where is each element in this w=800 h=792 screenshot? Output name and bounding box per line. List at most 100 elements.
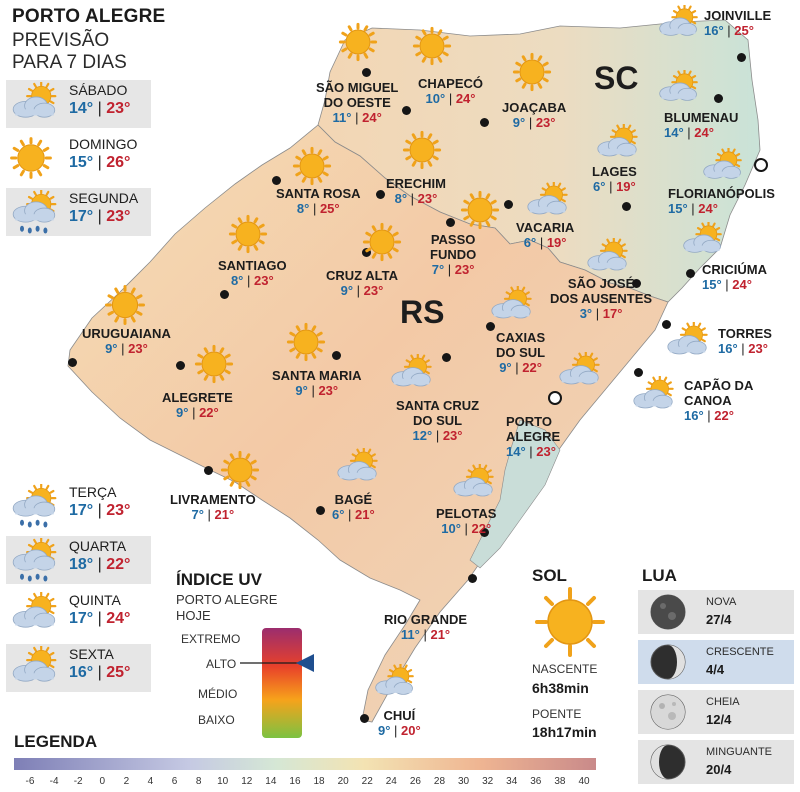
city-marker-bage [316,506,325,515]
forecast-day-bottom-2: QUINTA 17° | 24° [6,590,151,638]
city-marker-santa-maria [332,351,341,360]
temp-min: 3° [579,306,593,321]
temp-max: 23° [254,273,274,288]
temp-min: 9° [295,383,308,398]
city-marker-santa-cruz-do-sul [442,353,451,362]
legend-tick-label: 40 [578,776,590,787]
city-name: ERECHIM [386,176,446,191]
temp-min: 17° [69,502,94,519]
temp-max: 23° [363,283,384,298]
city-name: BLUMENAU [664,110,739,125]
city-temperature: 10° | 24° [425,91,476,106]
temp-min: 16° [69,664,94,681]
city-name: SANTIAGO [218,258,287,273]
sun-cloud-icon [524,180,572,227]
city-marker-criciuma [686,269,695,278]
uv-level-medium: MÉDIO [198,687,238,701]
day-temperature: 17° | 24° [69,610,131,627]
temp-max: 24° [362,110,382,125]
city-name: LIVRAMENTO [170,492,256,507]
city-name: CAPÃO DA CANOA [684,378,754,408]
city-name: PELOTAS [436,506,497,521]
sunrise-label: NASCENTE [532,662,598,676]
city-marker-erechim [376,190,385,199]
temp-max: 21° [214,507,235,522]
forecast-day-bottom-1: QUARTA 18° | 22° [6,536,151,584]
city-name: SANTA CRUZ DO SUL [396,398,480,428]
city-marker-florianopolis [754,158,768,172]
moon-phase-date: 20/4 [706,762,732,777]
temp-max: 25° [319,201,340,216]
city-temperature: 16° | 22° [684,408,734,423]
sun-cloud-icon [9,80,61,126]
temp-min: 16° [684,408,704,423]
temp-max: 22° [106,556,131,573]
city-temperature: 14° | 24° [664,125,714,140]
legend-tick-label: 26 [409,776,421,787]
city-temperature: 12° | 23° [412,428,463,443]
legend-tick-label: 10 [217,776,229,787]
sunset-label: POENTE [532,707,582,721]
city-chapeco: CHAPECÓ 10° | 24° [418,76,483,107]
city-name: CHUÍ [383,708,416,723]
city-marker-capao-da-canoa [634,368,643,377]
city-capao-da-canoa: CAPÃO DA CANOA 16° | 22° [684,378,753,424]
sun-cloud-icon [450,462,498,509]
temp-max: 23° [128,341,148,356]
city-name: TORRES [718,326,772,341]
city-name: SÃO MIGUEL DO OESTE [316,80,399,110]
moon-phase-name: CRESCENTE [706,646,774,658]
city-marker-lages [622,202,631,211]
city-criciuma: CRICIÚMA 15° | 24° [702,262,767,293]
city-temperature: 16° | 23° [718,341,768,356]
sun-cloud-icon [680,220,726,265]
temp-min: 18° [69,556,94,573]
day-name: SEGUNDA [69,190,139,206]
sunrise-time: 6h38min [532,680,589,696]
temp-max: 23° [106,208,131,225]
city-lages: LAGES 6° | 19° [592,164,637,195]
city-name: JOINVILLE [704,8,772,23]
temp-min: 8° [230,273,244,288]
legend-tick-label: 2 [123,776,130,787]
day-name: QUARTA [69,538,127,554]
temp-max: 23° [106,100,131,117]
city-temperature: 11° | 21° [400,627,451,642]
city-sao-miguel-do-oeste: SÃO MIGUEL DO OESTE 11° | 24° [316,80,398,126]
temp-min: 11° [400,627,420,642]
sun-cloud-rain-icon [9,482,61,528]
waxing-moon-icon [650,644,686,685]
sun-icon [512,52,552,97]
city-name: SANTA MARIA [272,368,362,383]
temp-min: 9° [176,405,189,420]
sun-cloud-icon [388,352,436,399]
day-temperature: 14° | 23° [69,100,131,117]
moon-phase-name: NOVA [706,596,737,608]
city-alegrete: ALEGRETE 9° | 22° [162,390,233,421]
sun-cloud-icon [488,284,536,331]
legend-tick-label: 8 [195,776,202,787]
city-temperature: 16° | 25° [704,23,754,38]
sun-title: SOL [532,566,567,585]
temp-min: 10° [441,521,461,536]
moon-phase-date: 4/4 [706,662,725,677]
temp-max: 26° [106,154,131,171]
city-pelotas: PELOTAS 10° | 22° [436,506,496,537]
sun-cloud-icon [9,644,61,690]
temp-min: 9° [499,360,512,375]
day-name: SÁBADO [69,82,128,98]
day-temperature: 17° | 23° [69,208,131,225]
city-bage: BAGÉ 6° | 21° [332,492,375,523]
city-name: RIO GRANDE [384,612,468,627]
city-passo-fundo: PASSO FUNDO 7° | 23° [430,232,476,278]
day-temperature: 18° | 22° [69,556,131,573]
sun-icon [402,130,442,175]
temp-max: 25° [734,23,754,38]
temp-min: 9° [340,283,354,298]
sun-icon [104,284,146,331]
moon-phase-row: MINGUANTE 20/4 [638,740,794,784]
moon-phase-date: 12/4 [706,712,732,727]
temp-max: 23° [536,444,556,459]
moon-phase-row: CHEIA 12/4 [638,690,794,734]
